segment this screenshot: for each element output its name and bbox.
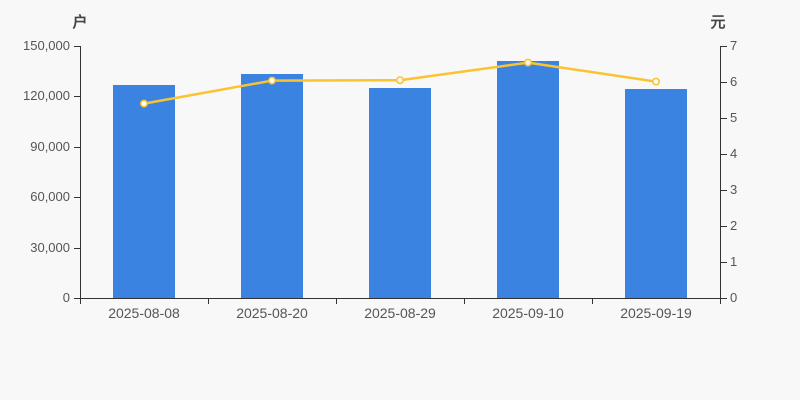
line-marker[interactable] — [651, 77, 660, 86]
left-axis-tick-label: 90,000 — [30, 139, 70, 154]
x-axis-tick — [336, 299, 337, 304]
left-axis-tick — [74, 197, 80, 198]
line-marker[interactable] — [140, 99, 149, 108]
x-axis-category-label: 2025-08-20 — [236, 305, 308, 321]
left-axis-tick — [74, 298, 80, 299]
right-axis-tick — [721, 154, 727, 155]
line-marker[interactable] — [395, 76, 404, 85]
right-axis-tick-label: 7 — [730, 38, 738, 53]
right-axis-tick — [721, 226, 727, 227]
right-axis-tick-label: 6 — [730, 74, 738, 89]
left-axis-tick-label: 150,000 — [23, 38, 70, 53]
left-axis-tick — [74, 96, 80, 97]
line-marker[interactable] — [523, 58, 532, 67]
right-axis-tick — [721, 82, 727, 83]
left-axis-line — [80, 46, 81, 299]
bar[interactable] — [241, 74, 303, 298]
x-axis-category-label: 2025-09-10 — [492, 305, 564, 321]
x-axis-category-label: 2025-08-08 — [108, 305, 180, 321]
line-marker[interactable] — [267, 76, 276, 85]
right-axis-tick — [721, 46, 727, 47]
left-axis-tick — [74, 147, 80, 148]
left-axis-tick — [74, 248, 80, 249]
x-axis-tick — [208, 299, 209, 304]
right-axis-tick — [721, 298, 727, 299]
x-axis-category-label: 2025-09-19 — [620, 305, 692, 321]
left-axis-title: 户 — [72, 14, 88, 31]
left-axis-tick-label: 120,000 — [23, 88, 70, 103]
right-axis-line — [720, 46, 721, 299]
right-axis-tick — [721, 118, 727, 119]
right-axis-tick-label: 2 — [730, 218, 738, 233]
left-axis-tick-label: 0 — [62, 290, 70, 305]
left-axis-tick-label: 60,000 — [30, 189, 70, 204]
bar[interactable] — [625, 88, 687, 298]
x-axis-line — [80, 298, 721, 299]
right-axis-title: 元 — [710, 14, 726, 31]
right-axis-tick-label: 1 — [730, 254, 738, 269]
left-axis-tick — [74, 46, 80, 47]
x-axis-category-label: 2025-08-29 — [364, 305, 436, 321]
x-axis-tick — [592, 299, 593, 304]
bar[interactable] — [113, 85, 175, 298]
x-axis-tick — [80, 299, 81, 304]
right-axis-tick-label: 5 — [730, 110, 738, 125]
right-axis-tick-label: 4 — [730, 146, 738, 161]
right-axis-tick — [721, 190, 727, 191]
right-axis-tick — [721, 262, 727, 263]
right-axis-tick-label: 0 — [730, 290, 738, 305]
bar[interactable] — [369, 87, 431, 298]
right-axis-tick-label: 3 — [730, 182, 738, 197]
x-axis-tick — [464, 299, 465, 304]
bar[interactable] — [497, 61, 559, 298]
x-axis-tick — [720, 299, 721, 304]
left-axis-tick-label: 30,000 — [30, 240, 70, 255]
